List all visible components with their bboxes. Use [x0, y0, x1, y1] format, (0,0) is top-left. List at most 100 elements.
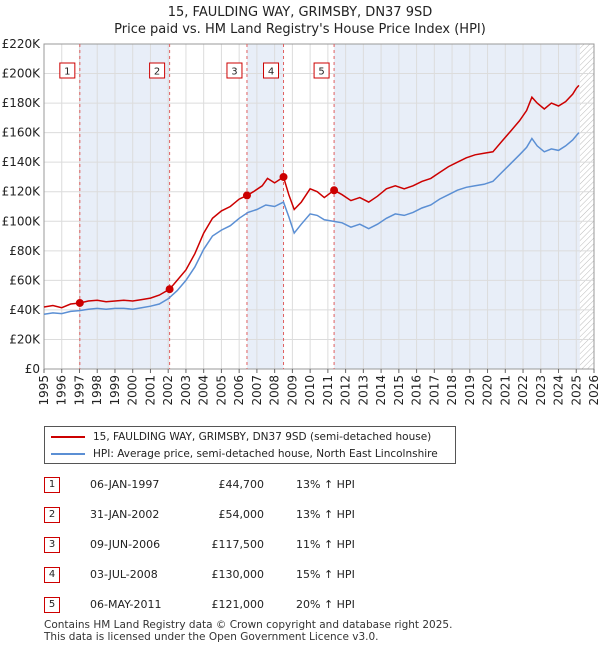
- sale-row: 1 06-JAN-1997 £44,700 13% ↑ HPI: [44, 477, 464, 493]
- x-tick-label: 2014: [374, 375, 388, 406]
- x-tick-label: 2001: [143, 375, 157, 406]
- sale-hpi-change: 11% ↑ HPI: [296, 538, 355, 551]
- sale-price: £44,700: [218, 478, 265, 491]
- legend-swatch-hpi: [51, 453, 85, 455]
- y-tick-label: £40K: [9, 303, 41, 317]
- sale-row: 3 09-JUN-2006 £117,500 11% ↑ HPI: [44, 537, 464, 553]
- sale-price: £121,000: [211, 598, 265, 611]
- sale-number-badge: 2: [44, 507, 60, 523]
- sale-hpi-change: 20% ↑ HPI: [296, 598, 355, 611]
- legend-label-property: 15, FAULDING WAY, GRIMSBY, DN37 9SD (sem…: [93, 431, 432, 443]
- sale-date: 31-JAN-2002: [90, 508, 160, 521]
- footer-copyright: Contains HM Land Registry data © Crown c…: [44, 619, 453, 631]
- footer-licence: This data is licensed under the Open Gov…: [44, 631, 379, 643]
- x-tick-label: 1998: [90, 375, 104, 406]
- shaded-period: [246, 44, 284, 369]
- sale-number-box-frame: [59, 62, 76, 79]
- x-tick-label: 2010: [303, 375, 317, 406]
- sale-number-box: 2: [149, 62, 166, 79]
- sale-row: 2 31-JAN-2002 £54,000 13% ↑ HPI: [44, 507, 464, 523]
- x-tick-label: 1999: [108, 375, 122, 406]
- x-tick-label: 2024: [552, 375, 566, 406]
- x-tick-label: 1997: [72, 375, 86, 406]
- sale-number-box: 3: [226, 62, 243, 79]
- x-tick-label: 2008: [268, 375, 282, 406]
- x-tick-label: 2007: [250, 375, 264, 406]
- sale-price: £54,000: [218, 508, 265, 521]
- x-tick-label: 2004: [197, 375, 211, 406]
- x-tick-label: 2020: [481, 375, 495, 406]
- x-tick-label: 2025: [569, 375, 583, 406]
- sale-number-badge: 3: [44, 537, 60, 553]
- y-tick-label: £160K: [2, 126, 42, 140]
- sale-hpi-change: 13% ↑ HPI: [296, 478, 355, 491]
- sale-number-badge: 5: [44, 597, 60, 613]
- shaded-period: [79, 44, 170, 369]
- sale-point: [75, 298, 84, 307]
- sale-point: [279, 172, 288, 181]
- y-tick-label: £60K: [9, 273, 41, 287]
- y-tick-label: £20K: [9, 332, 41, 346]
- y-tick-label: £100K: [2, 214, 42, 228]
- sale-number-box-label: 2: [154, 67, 160, 78]
- sale-number-box-frame: [226, 62, 243, 79]
- future-hatch: [579, 44, 594, 369]
- hpi-series-line: [43, 132, 580, 316]
- sale-point: [330, 186, 339, 195]
- sale-date: 03-JUL-2008: [90, 568, 158, 581]
- x-tick-label: 2005: [214, 375, 228, 406]
- sale-number-box-frame: [149, 62, 166, 79]
- sale-date: 06-JAN-1997: [90, 478, 160, 491]
- y-tick-label: £220K: [2, 37, 42, 51]
- x-tick-label: 2002: [161, 375, 175, 406]
- chart-legend: 15, FAULDING WAY, GRIMSBY, DN37 9SD (sem…: [44, 426, 456, 464]
- sale-row: 4 03-JUL-2008 £130,000 15% ↑ HPI: [44, 567, 464, 583]
- sale-row: 5 06-MAY-2011 £121,000 20% ↑ HPI: [44, 597, 464, 613]
- legend-swatch-property: [51, 436, 85, 438]
- x-tick-label: 2006: [232, 375, 246, 406]
- shaded-period: [334, 44, 580, 369]
- x-tick-label: 2009: [285, 375, 299, 406]
- x-tick-label: 2003: [179, 375, 193, 406]
- sale-number-badge: 1: [44, 477, 60, 493]
- sale-number-box: 1: [59, 62, 76, 79]
- y-tick-label: £80K: [9, 244, 41, 258]
- y-tick-label: £0: [25, 362, 40, 376]
- sale-number-box: 4: [263, 62, 280, 79]
- sale-number-badge: 4: [44, 567, 60, 583]
- x-tick-label: 2019: [463, 375, 477, 406]
- x-tick-label: 2013: [356, 375, 370, 406]
- plot-frame: [43, 43, 595, 370]
- x-tick-label: 1995: [37, 375, 51, 406]
- x-tick-label: 2012: [339, 375, 353, 406]
- legend-item-hpi: HPI: Average price, semi-detached house,…: [51, 446, 438, 462]
- y-tick-label: £120K: [2, 185, 42, 199]
- sale-number-box: 5: [313, 62, 330, 79]
- y-tick-label: £200K: [2, 67, 42, 81]
- sale-hpi-change: 15% ↑ HPI: [296, 568, 355, 581]
- price-chart: 15, FAULDING WAY, GRIMSBY, DN37 9SD Pric…: [2, 5, 600, 406]
- chart-title: 15, FAULDING WAY, GRIMSBY, DN37 9SD: [168, 5, 433, 20]
- sale-price: £117,500: [211, 538, 265, 551]
- x-tick-label: 2017: [427, 375, 441, 406]
- x-tick-label: 2016: [410, 375, 424, 406]
- x-tick-label: 2022: [516, 375, 530, 406]
- legend-label-hpi: HPI: Average price, semi-detached house,…: [93, 448, 438, 460]
- x-tick-label: 2011: [321, 375, 335, 406]
- property-series-line: [43, 84, 580, 309]
- sale-hpi-change: 13% ↑ HPI: [296, 508, 355, 521]
- y-tick-label: £180K: [2, 96, 42, 110]
- sale-number-box-frame: [263, 62, 280, 79]
- sale-number-box-label: 4: [268, 67, 274, 78]
- x-tick-label: 2015: [392, 375, 406, 406]
- x-tick-label: 2023: [534, 375, 548, 406]
- sale-date: 06-MAY-2011: [90, 598, 162, 611]
- x-tick-label: 2026: [587, 375, 600, 406]
- sale-number-box-label: 5: [318, 67, 324, 78]
- x-tick-label: 2000: [126, 375, 140, 406]
- sale-point: [242, 191, 251, 200]
- sale-date: 09-JUN-2006: [90, 538, 161, 551]
- legend-item-property: 15, FAULDING WAY, GRIMSBY, DN37 9SD (sem…: [51, 429, 431, 445]
- footer-notice: Contains HM Land Registry data © Crown c…: [44, 619, 452, 643]
- sale-number-box-label: 3: [231, 67, 237, 78]
